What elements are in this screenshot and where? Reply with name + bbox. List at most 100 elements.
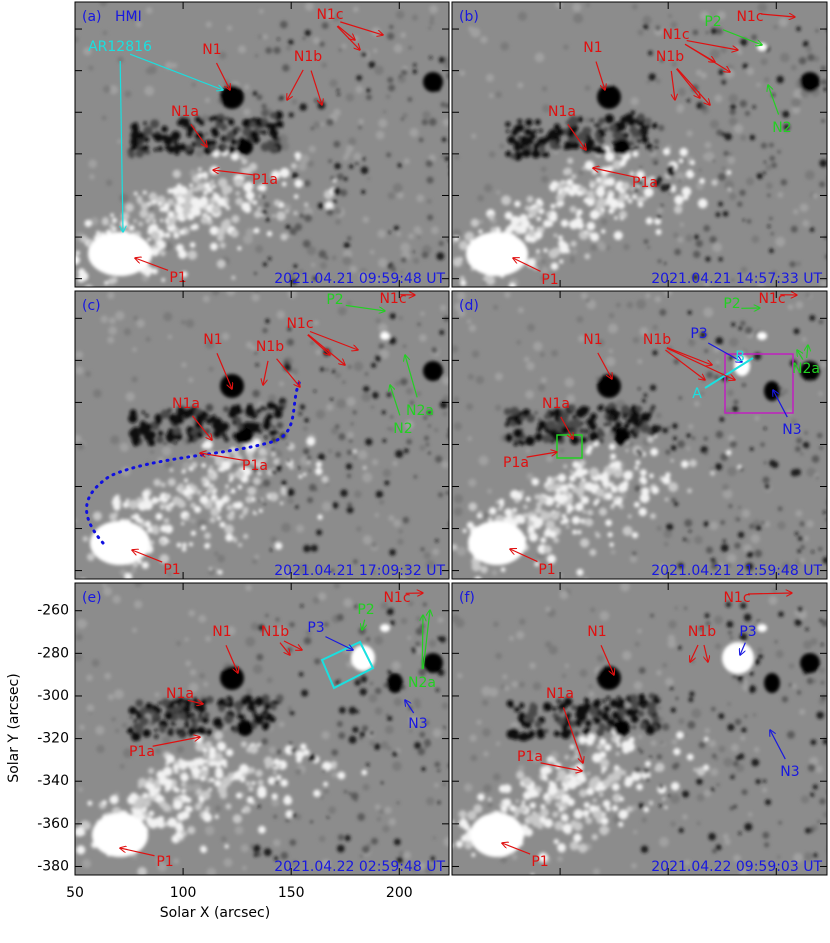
negative-flux xyxy=(610,426,617,433)
noise xyxy=(407,600,414,607)
positive-flux xyxy=(557,843,566,852)
noise xyxy=(164,61,173,70)
negative-flux xyxy=(265,318,270,324)
negative-flux xyxy=(353,559,358,564)
noise xyxy=(639,326,649,336)
negative-flux xyxy=(254,412,259,417)
negative-flux xyxy=(765,799,772,806)
noise xyxy=(718,745,726,753)
negative-flux xyxy=(194,116,201,123)
positive-flux xyxy=(167,478,176,487)
negative-flux xyxy=(153,147,158,152)
noise xyxy=(403,158,410,165)
annotation-arrow xyxy=(135,258,169,271)
noise xyxy=(471,133,477,139)
noise xyxy=(388,515,395,522)
positive-flux xyxy=(75,250,80,256)
noise xyxy=(656,525,662,532)
noise xyxy=(713,346,721,353)
noise xyxy=(341,43,347,49)
positive-flux xyxy=(583,776,587,781)
positive-flux xyxy=(560,520,565,525)
positive-flux xyxy=(209,179,215,185)
negative-flux xyxy=(366,88,371,93)
noise xyxy=(709,49,720,59)
noise xyxy=(109,85,119,95)
negative-flux xyxy=(365,94,372,101)
negative-flux xyxy=(684,606,687,610)
positive-flux xyxy=(306,437,316,446)
annotation-arrow xyxy=(690,644,699,662)
positive-flux xyxy=(203,759,208,763)
noise xyxy=(298,564,309,575)
negative-flux xyxy=(548,129,557,138)
noise xyxy=(588,684,593,689)
negative-flux xyxy=(128,413,138,424)
positive-flux xyxy=(191,461,198,469)
negative-flux xyxy=(390,415,394,419)
positive-flux xyxy=(546,554,556,564)
positive-flux xyxy=(629,171,635,176)
negative-flux xyxy=(717,172,726,181)
positive-flux xyxy=(226,504,233,511)
positive-flux xyxy=(536,216,542,222)
negative-flux xyxy=(807,53,815,62)
positive-flux xyxy=(584,160,595,171)
positive-flux xyxy=(696,767,706,776)
noise xyxy=(108,317,116,325)
positive-flux xyxy=(204,806,210,812)
negative-flux xyxy=(763,427,767,430)
noise xyxy=(93,389,102,398)
noise xyxy=(432,728,442,738)
negative-flux xyxy=(760,142,767,149)
negative-flux xyxy=(276,421,284,429)
positive-flux xyxy=(111,217,118,224)
noise xyxy=(677,88,686,97)
negative-flux xyxy=(155,418,162,425)
negative-flux xyxy=(734,542,741,549)
noise xyxy=(400,32,407,38)
positive-flux xyxy=(191,491,195,495)
panel-label: (d) xyxy=(459,298,479,314)
negative-flux xyxy=(264,202,270,208)
positive-flux xyxy=(655,762,665,773)
negative-flux xyxy=(272,763,277,768)
positive-flux xyxy=(180,810,190,820)
positive-flux xyxy=(242,773,247,778)
noise xyxy=(805,46,812,53)
noise xyxy=(218,51,227,60)
positive-flux xyxy=(556,503,560,508)
annotation: P2 xyxy=(704,14,721,30)
negative-flux xyxy=(406,438,413,445)
noise xyxy=(144,85,155,96)
negative-flux xyxy=(633,708,639,714)
negative-flux xyxy=(526,136,534,143)
negative-flux xyxy=(640,703,647,709)
positive-flux xyxy=(216,197,226,207)
positive-flux xyxy=(337,771,346,780)
positive-flux xyxy=(223,763,228,768)
positive-flux xyxy=(687,488,692,494)
negative-flux xyxy=(271,469,277,475)
positive-flux xyxy=(633,501,640,508)
noise xyxy=(561,673,567,679)
positive-flux xyxy=(239,776,246,783)
p2-spot xyxy=(757,332,767,340)
negative-flux xyxy=(509,406,520,417)
noise xyxy=(371,458,379,466)
positive-flux xyxy=(528,788,538,798)
negative-flux xyxy=(555,141,560,145)
negative-flux xyxy=(692,29,699,36)
negative-flux xyxy=(723,150,729,157)
noise xyxy=(254,291,259,294)
negative-flux xyxy=(361,845,370,854)
positive-flux xyxy=(577,811,582,815)
negative-flux xyxy=(386,713,389,717)
negative-flux xyxy=(634,485,641,492)
positive-flux xyxy=(558,774,565,781)
noise xyxy=(724,838,731,846)
positive-flux xyxy=(598,507,608,516)
noise xyxy=(319,794,324,800)
negative-flux xyxy=(173,140,178,145)
negative-flux xyxy=(262,327,268,334)
